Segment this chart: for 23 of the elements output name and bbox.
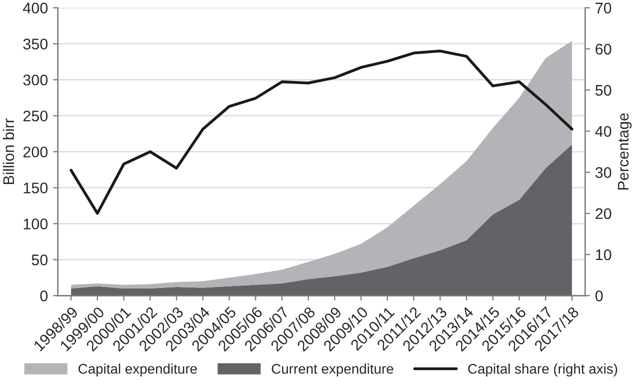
y2-tick-label: 50 <box>595 84 612 96</box>
y2-tick-label: 10 <box>596 249 612 260</box>
y2-axis-title: Percentage <box>618 113 632 190</box>
y2-tick-label: 60 <box>596 44 612 55</box>
line-series <box>70 50 574 215</box>
y2-tick-label: 0 <box>595 290 603 302</box>
y-tick-label: 350 <box>23 38 48 50</box>
legend-label: Current expenditure <box>272 364 394 376</box>
y-tick-label: 100 <box>24 218 48 230</box>
y-tick-label: 400 <box>23 2 48 14</box>
legend-label: Capital share (right axis) <box>468 364 618 376</box>
y2-tick-label: 70 <box>596 2 612 14</box>
y-tick-label: 300 <box>23 74 48 86</box>
y-tick-label: 250 <box>23 110 48 122</box>
y2-tick-label: 30 <box>595 167 612 178</box>
y-tick-label: 200 <box>23 146 48 158</box>
y2-tick-label: 40 <box>595 126 612 137</box>
y-tick-label: 0 <box>40 290 48 302</box>
y-tick-label: 150 <box>24 182 48 194</box>
legend-label: Capital expenditure <box>78 364 197 376</box>
y2-tick-label: 20 <box>596 208 612 220</box>
y-tick-label: 50 <box>32 254 48 266</box>
y-axis-title: Billion birr <box>2 118 14 184</box>
